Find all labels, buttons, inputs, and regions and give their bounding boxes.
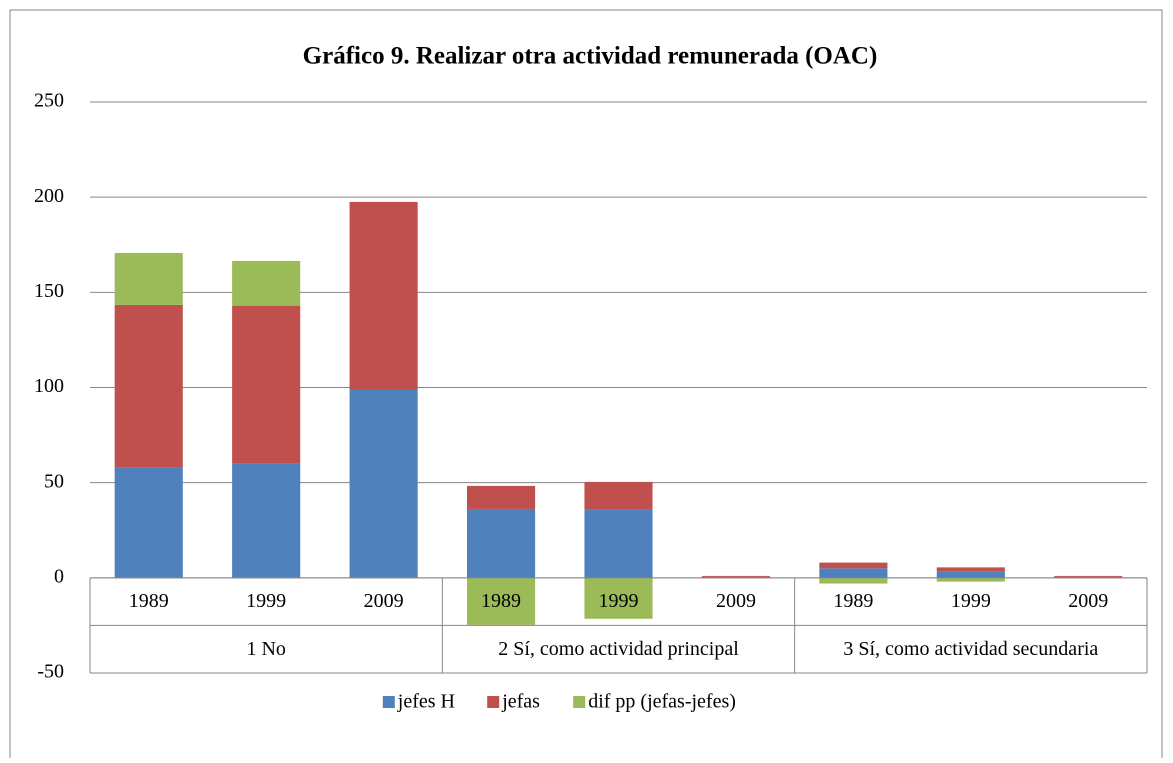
y-tick-label: 150 (34, 280, 64, 302)
legend-swatch (573, 696, 586, 708)
bar-segment (584, 481, 653, 510)
bar-segment (232, 260, 301, 306)
x-tick-label: 2009 (1068, 590, 1108, 612)
bar-segment (114, 252, 183, 305)
bar-segment (936, 567, 1005, 572)
bar-segment (466, 577, 536, 625)
bar-segment (819, 562, 888, 569)
bar-segment (466, 508, 536, 578)
x-tick-label: 1999 (246, 590, 286, 612)
bar-segment (1054, 575, 1123, 577)
y-tick-label: 50 (44, 470, 64, 492)
chart-title: Gráfico 9. Realizar otra actividad remun… (303, 43, 878, 70)
x-tick-label: 1989 (833, 590, 873, 612)
bar-segment (584, 509, 653, 578)
bar-segment (349, 389, 418, 578)
y-tick-label: 0 (54, 565, 64, 587)
y-tick-label: 250 (34, 90, 64, 112)
legend-swatch (382, 696, 395, 708)
bar-segment (936, 577, 1005, 582)
bar-segment (349, 201, 418, 390)
legend-label: jefas (501, 691, 540, 713)
group-label: 2 Sí, como actividad principal (498, 638, 739, 660)
x-tick-label: 1989 (129, 590, 169, 612)
group-label: 3 Sí, como actividad secundaria (843, 638, 1098, 660)
bar-segment (114, 467, 183, 578)
chart-border (9, 9, 1163, 763)
y-tick-label: 200 (34, 185, 64, 207)
x-tick-label: 1999 (599, 590, 639, 612)
x-tick-label: 1999 (951, 590, 991, 612)
x-tick-label: 2009 (716, 590, 756, 612)
legend-label: dif pp (jefas-jefes) (588, 691, 736, 713)
legend-swatch (487, 696, 500, 708)
x-tick-label: 2009 (364, 590, 404, 612)
bar-segment (232, 463, 301, 578)
bar-segment (466, 485, 536, 509)
y-tick-label: 100 (34, 375, 64, 397)
legend-label: jefes H (397, 691, 455, 713)
bar-segment (819, 577, 888, 584)
bar-segment (114, 304, 183, 468)
x-tick-label: 1989 (481, 590, 521, 612)
group-label: 1 No (246, 638, 285, 660)
bar-segment (936, 571, 1005, 578)
bar-segment (819, 568, 888, 578)
y-tick-label: -50 (37, 661, 64, 683)
bar-segment (584, 577, 653, 619)
bar-segment (701, 575, 771, 577)
bar-segment (232, 305, 301, 464)
